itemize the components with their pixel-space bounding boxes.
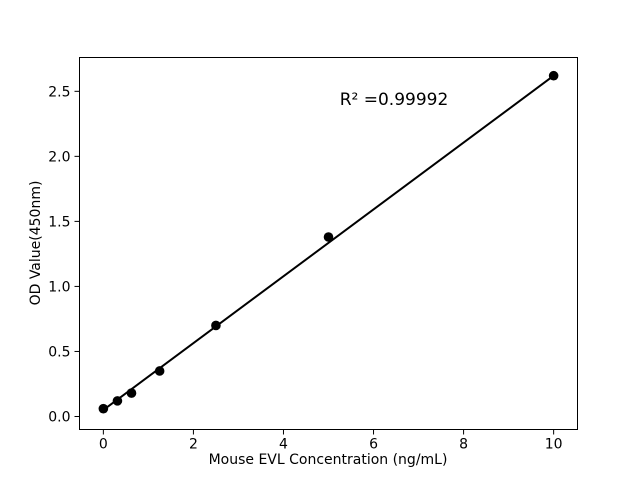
x-tick-label: 10	[545, 437, 563, 453]
data-point	[323, 232, 334, 242]
y-tick-label: 0.5	[48, 344, 70, 360]
y-tick-label: 2.0	[48, 149, 70, 165]
y-tick-label: 2.5	[48, 84, 70, 100]
data-point	[211, 320, 221, 331]
data-point	[112, 396, 123, 406]
fit-line	[102, 74, 555, 411]
data-point	[98, 403, 109, 414]
y-tick-label: 0.0	[48, 409, 70, 425]
x-tick-label: 4	[279, 437, 288, 453]
r-squared-annotation: R² =0.99992	[339, 90, 449, 110]
x-tick-label: 2	[189, 437, 198, 453]
x-axis-label: Mouse EVL Concentration (ng/mL)	[208, 452, 448, 468]
x-tick-label: 8	[459, 437, 468, 453]
x-tick-label: 0	[99, 437, 108, 453]
data-point	[154, 366, 165, 376]
data-point	[548, 70, 559, 81]
y-tick-label: 1.0	[48, 279, 70, 295]
data-point	[126, 388, 137, 398]
y-axis-label: OD Value(450nm)	[28, 180, 44, 306]
plot-frame	[79, 57, 578, 430]
y-tick-label: 1.5	[48, 214, 70, 230]
x-tick-label: 6	[369, 437, 378, 453]
